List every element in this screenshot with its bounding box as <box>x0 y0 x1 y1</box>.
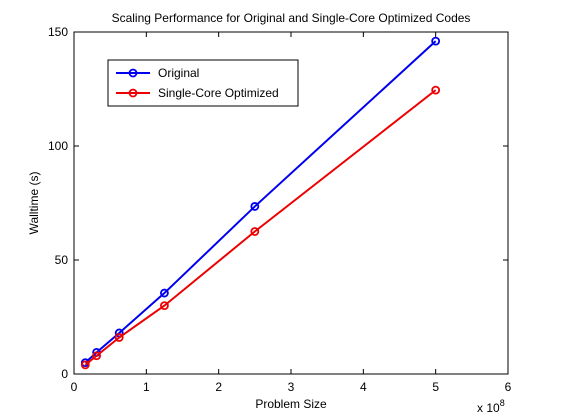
x-tick-label: 3 <box>288 380 295 394</box>
y-tick-label: 0 <box>61 367 68 381</box>
x-tick-label: 1 <box>143 380 150 394</box>
x-tick-label: 2 <box>215 380 222 394</box>
x-axis-label: Problem Size <box>255 397 327 411</box>
y-axis-label: Walltime (s) <box>27 172 41 235</box>
y-tick-label: 150 <box>48 25 68 39</box>
data-point <box>250 227 260 236</box>
y-tick-label: 50 <box>55 253 69 267</box>
x-axis-exponent: x 108 <box>477 398 505 415</box>
x-tick-label: 6 <box>505 380 512 394</box>
plot-frame <box>73 31 509 375</box>
data-point <box>160 288 169 298</box>
chart-title: Scaling Performance for Original and Sin… <box>112 11 471 25</box>
data-point <box>92 351 102 361</box>
x-tick-label: 5 <box>432 380 439 394</box>
data-point <box>250 202 260 211</box>
x-axis-exponent-power: 8 <box>500 398 505 408</box>
series-0 <box>80 36 441 368</box>
legend-label: Original <box>158 66 199 80</box>
x-tick-label: 4 <box>360 380 367 394</box>
data-point <box>160 301 169 311</box>
data-point <box>431 85 441 95</box>
series-layer <box>80 36 441 370</box>
x-axis-exponent-base: x 10 <box>477 401 500 415</box>
data-point <box>431 36 441 46</box>
series-1 <box>80 85 441 370</box>
legend: Original Single-Core Optimized <box>107 59 299 107</box>
y-tick-label: 100 <box>48 139 68 153</box>
legend-swatch-marker <box>128 88 138 98</box>
legend-item: Single-Core Optimized <box>116 86 279 100</box>
data-point <box>114 333 124 342</box>
legend-item: Original <box>116 66 199 80</box>
x-tick-label: 0 <box>71 380 78 394</box>
data-point <box>80 360 90 370</box>
series-line <box>84 40 437 364</box>
legend-label: Single-Core Optimized <box>158 86 279 100</box>
legend-box <box>107 59 299 107</box>
legend-swatch-marker <box>128 68 138 78</box>
series-line <box>84 89 437 366</box>
